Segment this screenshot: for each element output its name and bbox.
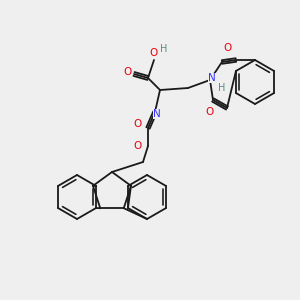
Text: O: O (134, 141, 142, 151)
Text: O: O (150, 48, 158, 58)
Text: O: O (124, 67, 132, 77)
Text: O: O (134, 141, 142, 151)
Text: H: H (160, 44, 168, 54)
Text: N: N (153, 109, 161, 119)
Text: O: O (134, 119, 142, 129)
Text: O: O (223, 43, 231, 53)
Text: N: N (208, 73, 216, 83)
Text: H: H (218, 83, 226, 93)
Text: O: O (205, 107, 213, 117)
